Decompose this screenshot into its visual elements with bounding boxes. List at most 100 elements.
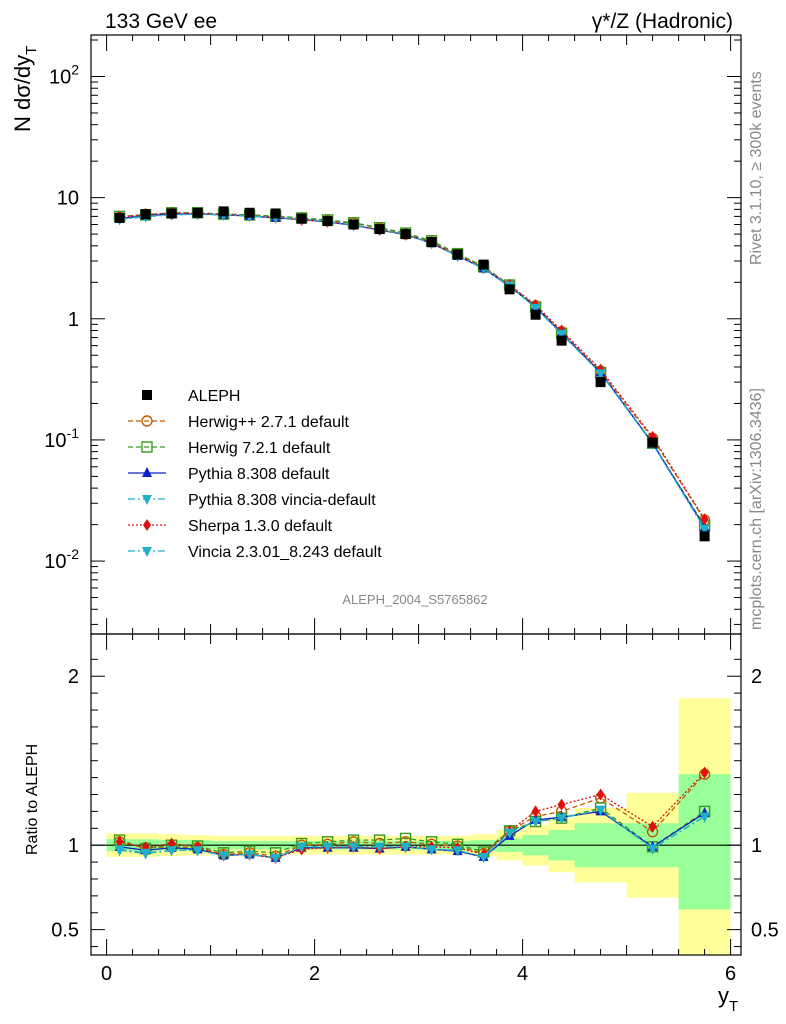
main-series-point (700, 513, 709, 526)
ratio-series-point (296, 842, 307, 853)
ratio-y-tick-label-right: 2 (751, 666, 762, 688)
header-left-title: 133 GeV ee (105, 10, 217, 33)
legend-marker (142, 467, 152, 477)
aleph-data-point (699, 531, 710, 542)
aleph-data-point (114, 212, 125, 223)
ratio-series-point (647, 844, 658, 855)
legend-entry: Herwig++ 2.7.1 default (128, 414, 350, 431)
ratio-y-tick-label-right: 1 (751, 835, 762, 857)
aleph-data-point (140, 209, 151, 220)
legend-entry: Pythia 8.308 default (128, 466, 330, 483)
legend-entry: Pythia 8.308 vincia-default (128, 492, 376, 509)
legend: ALEPH Herwig++ 2.7.1 default Herwig 7.2.1 … (128, 388, 382, 561)
ratio-series-point (400, 842, 411, 853)
legend-label: ALEPH (188, 388, 240, 405)
analysis-id: ALEPH_2004_S5765862 (342, 592, 487, 607)
ratio-series-point (115, 835, 124, 848)
main-series-point (530, 303, 541, 314)
ratio-y-tick-label: 1 (68, 835, 79, 857)
x-tick-label: 0 (101, 963, 112, 985)
x-tick-label: 4 (517, 963, 528, 985)
legend-marker (142, 495, 152, 505)
legend-marker (143, 519, 151, 531)
x-tick-label: 6 (725, 963, 736, 985)
legend-label: Sherpa 1.3.0 default (188, 518, 333, 535)
legend-marker (142, 390, 152, 400)
legend-label: Herwig 7.2.1 default (188, 440, 331, 457)
main-series-point (556, 329, 567, 340)
main-y-tick-label: 102 (49, 61, 79, 88)
aleph-data-point (374, 224, 385, 235)
ratio-series-point (140, 848, 151, 859)
x-axis-label: yT (718, 983, 738, 1015)
ratio-series-point (700, 766, 709, 779)
mcplots-label: mcplots.cern.ch [arXiv:1306.3436] (748, 388, 765, 630)
legend-label: Vincia 2.3.01_8.243 default (188, 544, 382, 561)
main-series-point (699, 524, 710, 535)
aleph-data-point (530, 309, 541, 320)
aleph-data-points (114, 206, 710, 542)
aleph-data-point (504, 284, 515, 295)
aleph-data-point (296, 213, 307, 224)
ratio-series-point (114, 845, 125, 856)
aleph-data-point (595, 377, 606, 388)
ratio-y-tick-label-right: 0.5 (751, 920, 779, 942)
ratio-series-point (556, 814, 567, 825)
aleph-data-point (192, 207, 203, 218)
ratio-series-line (119, 807, 705, 854)
ratio-series-point (374, 842, 385, 853)
legend-label: Pythia 8.308 default (188, 466, 330, 483)
aleph-data-point (270, 208, 281, 219)
ratio-series-point (322, 842, 333, 853)
ratio-band-inner (678, 774, 731, 910)
legend-entry: Sherpa 1.3.0 default (128, 518, 333, 535)
ratio-series-point (596, 788, 605, 801)
legend-marker (141, 441, 153, 453)
aleph-data-point (400, 229, 411, 240)
ratio-series-point (348, 842, 359, 853)
ratio-series-point (530, 817, 541, 828)
aleph-data-point (426, 237, 437, 248)
main-y-tick-exponent: 2 (71, 61, 79, 77)
main-y-tick-exponent: -2 (67, 546, 80, 562)
aleph-data-point (452, 249, 463, 260)
ratio-y-tick-label: 2 (68, 666, 79, 688)
aleph-data-point (647, 437, 658, 448)
ratio-series-point (244, 850, 255, 861)
ratio-series-point (270, 853, 281, 864)
main-y-tick-label: 1 (68, 309, 79, 331)
legend-label: Herwig++ 2.7.1 default (188, 414, 350, 431)
ratio-series-point (452, 846, 463, 857)
legend-marker (142, 547, 152, 557)
legend-entry: Vincia 2.3.01_8.243 default (128, 544, 382, 561)
ratio-series-point (531, 805, 540, 818)
ratio-series-point (478, 853, 489, 864)
aleph-data-point (322, 216, 333, 227)
legend-entry: ALEPH (142, 388, 240, 405)
ratio-series-point (504, 828, 515, 839)
main-y-tick-exponent: -1 (67, 425, 80, 441)
rivet-label: Rivet 3.1.10, ≥ 300k events (748, 71, 765, 265)
aleph-data-point (166, 208, 177, 219)
ratio-y-tick-label: 0.5 (51, 920, 79, 942)
ratio-series-point (595, 805, 606, 816)
ratio-bands (91, 698, 741, 955)
header-right-title: γ*/Z (Hadronic) (592, 10, 733, 33)
aleph-data-point (478, 259, 489, 270)
ratio-series-point (218, 851, 229, 862)
ratio-series-point (648, 820, 657, 833)
main-series (113, 206, 711, 535)
main-y-tick-label: 10 (57, 188, 79, 210)
aleph-data-point (218, 206, 229, 217)
ratio-series (113, 766, 711, 864)
ratio-y-axis-label: Ratio to ALEPH (24, 744, 41, 855)
ratio-series-point (426, 845, 437, 856)
aleph-data-point (244, 207, 255, 218)
x-tick-label: 2 (309, 963, 320, 985)
main-y-axis-label: N dσ/dyT (10, 46, 40, 132)
ratio-series-point (166, 846, 177, 857)
main-y-tick-label: 10-2 (44, 546, 79, 573)
axis-ticks: 10-2 10-1 1 10 102 0.5 0.5 1 1 2 2 0 2 4 6 (44, 35, 779, 985)
legend-label: Pythia 8.308 vincia-default (188, 492, 376, 509)
